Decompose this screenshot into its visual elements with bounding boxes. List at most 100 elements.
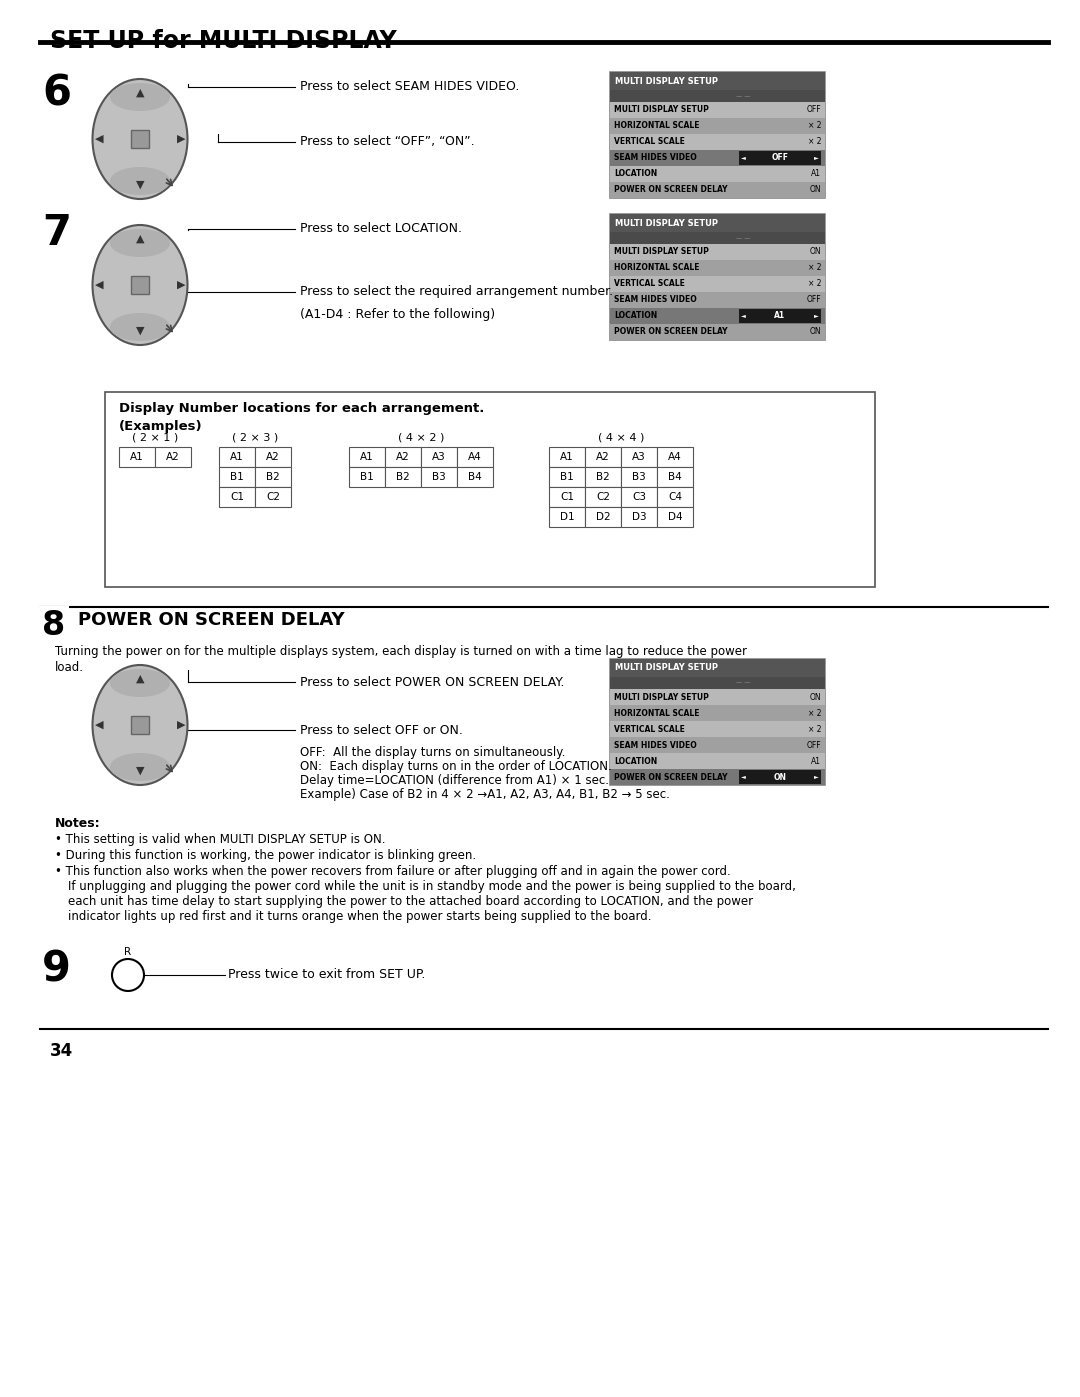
FancyBboxPatch shape [349, 447, 384, 467]
FancyBboxPatch shape [610, 721, 825, 738]
Text: SEAM HIDES VIDEO: SEAM HIDES VIDEO [615, 296, 697, 305]
FancyBboxPatch shape [156, 447, 191, 467]
Text: × 2: × 2 [808, 708, 821, 718]
Text: ▲: ▲ [136, 673, 145, 685]
FancyBboxPatch shape [610, 214, 825, 232]
Text: × 2: × 2 [808, 279, 821, 289]
FancyBboxPatch shape [585, 467, 621, 488]
FancyBboxPatch shape [384, 447, 421, 467]
Text: ON: ON [809, 186, 821, 194]
Text: B1: B1 [561, 472, 573, 482]
FancyBboxPatch shape [610, 768, 825, 785]
FancyBboxPatch shape [610, 149, 825, 166]
FancyBboxPatch shape [255, 447, 291, 467]
Text: POWER ON SCREEN DELAY: POWER ON SCREEN DELAY [615, 327, 728, 337]
Text: SEAM HIDES VIDEO: SEAM HIDES VIDEO [615, 740, 697, 750]
Text: — —: — — [737, 236, 751, 240]
Text: D4: D4 [667, 511, 683, 522]
FancyBboxPatch shape [131, 717, 149, 733]
Text: SET UP for MULTI DISPLAY: SET UP for MULTI DISPLAY [50, 29, 396, 53]
Text: ◄: ◄ [741, 313, 746, 319]
Text: Press to select SEAM HIDES VIDEO.: Press to select SEAM HIDES VIDEO. [300, 81, 519, 94]
Text: ◄: ◄ [741, 774, 746, 780]
Text: A4: A4 [468, 453, 482, 462]
Text: A2: A2 [396, 453, 410, 462]
Text: B4: B4 [669, 472, 681, 482]
FancyBboxPatch shape [255, 467, 291, 488]
Text: ▼: ▼ [136, 326, 145, 337]
FancyBboxPatch shape [421, 447, 457, 467]
Text: SEAM HIDES VIDEO: SEAM HIDES VIDEO [615, 154, 697, 162]
FancyBboxPatch shape [621, 467, 657, 488]
FancyBboxPatch shape [549, 447, 585, 467]
Text: ▶: ▶ [177, 719, 186, 731]
Text: VERTICAL SCALE: VERTICAL SCALE [615, 137, 685, 147]
Text: Display Number locations for each arrangement.: Display Number locations for each arrang… [119, 402, 484, 415]
FancyBboxPatch shape [610, 117, 825, 134]
FancyBboxPatch shape [610, 324, 825, 339]
Text: MULTI DISPLAY SETUP: MULTI DISPLAY SETUP [615, 693, 708, 701]
Text: C2: C2 [266, 492, 280, 502]
Text: ▼: ▼ [136, 180, 145, 190]
Text: each unit has time delay to start supplying the power to the attached board acco: each unit has time delay to start supply… [68, 895, 753, 908]
Text: ▶: ▶ [177, 279, 186, 291]
Text: 34: 34 [50, 1042, 73, 1060]
FancyBboxPatch shape [657, 507, 693, 527]
Text: B3: B3 [632, 472, 646, 482]
Text: POWER ON SCREEN DELAY: POWER ON SCREEN DELAY [615, 186, 728, 194]
Text: Press to select “OFF”, “ON”.: Press to select “OFF”, “ON”. [300, 136, 474, 148]
FancyBboxPatch shape [610, 705, 825, 721]
Text: ON: ON [809, 247, 821, 257]
Ellipse shape [93, 80, 188, 198]
Text: Example) Case of B2 in 4 × 2 →A1, A2, A3, A4, B1, B2 → 5 sec.: Example) Case of B2 in 4 × 2 →A1, A2, A3… [300, 788, 670, 800]
FancyBboxPatch shape [255, 488, 291, 507]
FancyBboxPatch shape [549, 488, 585, 507]
FancyBboxPatch shape [610, 689, 825, 705]
FancyBboxPatch shape [657, 467, 693, 488]
Text: × 2: × 2 [808, 725, 821, 733]
FancyBboxPatch shape [585, 447, 621, 467]
Text: 8: 8 [42, 609, 65, 643]
FancyBboxPatch shape [610, 102, 825, 117]
Text: × 2: × 2 [808, 264, 821, 272]
Text: A1: A1 [811, 757, 821, 766]
FancyBboxPatch shape [421, 467, 457, 488]
Text: OFF: OFF [771, 154, 788, 162]
Text: A4: A4 [669, 453, 681, 462]
Text: A1: A1 [130, 453, 144, 462]
Text: Press to select the required arrangement number.: Press to select the required arrangement… [300, 285, 613, 299]
FancyBboxPatch shape [610, 89, 825, 102]
FancyBboxPatch shape [739, 770, 821, 784]
Text: Press to select LOCATION.: Press to select LOCATION. [300, 222, 462, 236]
FancyBboxPatch shape [131, 277, 149, 293]
Text: B1: B1 [230, 472, 244, 482]
FancyBboxPatch shape [610, 244, 825, 260]
FancyBboxPatch shape [610, 232, 825, 244]
Text: MULTI DISPLAY SETUP: MULTI DISPLAY SETUP [615, 106, 708, 115]
Text: ◀: ◀ [95, 279, 104, 291]
FancyBboxPatch shape [610, 307, 825, 324]
Text: ON: ON [809, 327, 821, 337]
Text: LOCATION: LOCATION [615, 312, 658, 320]
Text: MULTI DISPLAY SETUP: MULTI DISPLAY SETUP [615, 77, 718, 85]
Text: Press twice to exit from SET UP.: Press twice to exit from SET UP. [228, 968, 426, 982]
Text: ( 2 × 3 ): ( 2 × 3 ) [232, 432, 279, 441]
FancyBboxPatch shape [657, 447, 693, 467]
Text: Press to select OFF or ON.: Press to select OFF or ON. [300, 724, 463, 736]
Text: ▶: ▶ [177, 134, 186, 144]
FancyBboxPatch shape [610, 214, 825, 339]
Text: ►: ► [814, 774, 819, 780]
Text: C1: C1 [230, 492, 244, 502]
Text: ( 4 × 4 ): ( 4 × 4 ) [598, 432, 644, 441]
Text: HORIZONTAL SCALE: HORIZONTAL SCALE [615, 122, 700, 130]
FancyBboxPatch shape [131, 130, 149, 148]
Text: B2: B2 [266, 472, 280, 482]
Text: LOCATION: LOCATION [615, 757, 658, 766]
Text: OFF: OFF [807, 296, 821, 305]
Text: ◀: ◀ [95, 134, 104, 144]
Text: B2: B2 [396, 472, 410, 482]
FancyBboxPatch shape [610, 659, 825, 678]
Text: POWER ON SCREEN DELAY: POWER ON SCREEN DELAY [615, 773, 728, 781]
FancyBboxPatch shape [610, 678, 825, 689]
Text: If unplugging and plugging the power cord while the unit is in standby mode and : If unplugging and plugging the power cor… [68, 880, 796, 893]
